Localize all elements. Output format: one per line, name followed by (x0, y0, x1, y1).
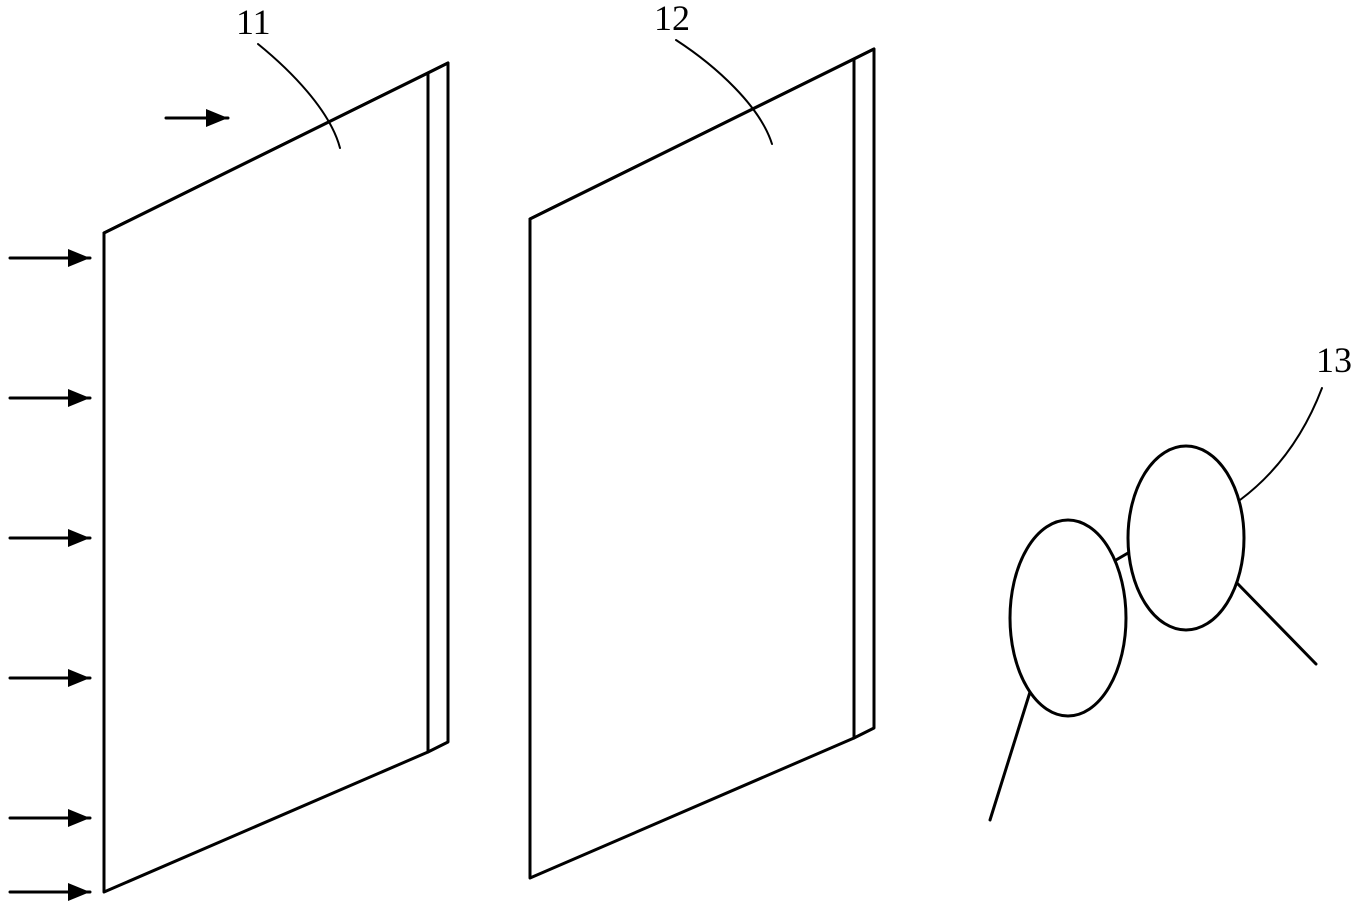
glasses-right-temple (1236, 582, 1316, 664)
label-l11: 11 (236, 2, 271, 42)
plane-12-front-face (530, 59, 854, 878)
glasses-right-lens (1128, 446, 1244, 630)
label-l12: 12 (654, 0, 690, 38)
glasses-icon (990, 446, 1316, 820)
label-l13-leader (1240, 388, 1322, 500)
glasses-left-temple (990, 692, 1030, 820)
glasses-left-lens (1010, 520, 1126, 716)
plane-12-side-face (854, 49, 874, 738)
label-l13: 13 (1316, 340, 1352, 380)
plane-11-side-face (428, 63, 448, 752)
plane-11-front-face (104, 73, 428, 892)
